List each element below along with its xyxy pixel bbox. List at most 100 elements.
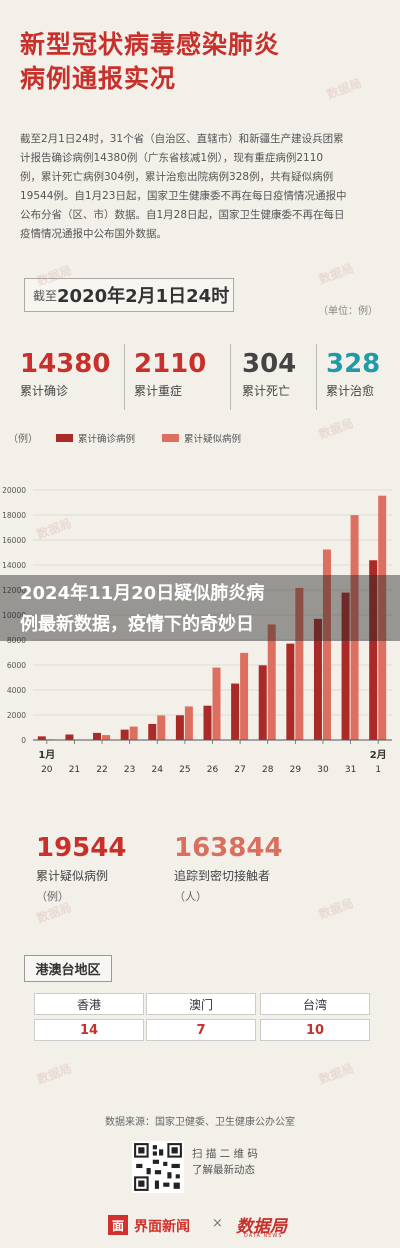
- month-label-start: 1月: [38, 749, 55, 761]
- bar: [157, 715, 166, 740]
- legend-label: 累计确诊病例: [78, 433, 135, 445]
- watermark: 数据局: [316, 1061, 356, 1087]
- y-tick-label: 12000: [2, 586, 26, 595]
- legend-label: 累计疑似病例: [184, 433, 241, 445]
- bar: [120, 729, 129, 740]
- x-tick-label: 26: [207, 765, 219, 775]
- date-prefix: 截至: [33, 288, 58, 303]
- bar: [93, 732, 102, 740]
- watermark: 数据局: [316, 261, 356, 287]
- region-value-macau: 7: [146, 1019, 256, 1041]
- y-tick-label: 14000: [2, 561, 26, 570]
- x-tick-label: 27: [234, 765, 245, 775]
- stat-value: 163844: [174, 833, 283, 863]
- watermark: 数据局: [316, 896, 356, 922]
- y-tick-label: 6000: [7, 661, 26, 670]
- intro-line: 疫情情况通报中公布国外数据。: [20, 228, 167, 240]
- stat-severe: 2110 累计重症: [134, 348, 206, 408]
- intro-line: 例，累计死亡病例304例，累计治愈出院病例328例，共有疑似病例: [20, 171, 334, 183]
- stat-label: 累计治愈: [326, 384, 375, 398]
- bar-chart: （例） 累计确诊病例 累计疑似病例0200040006000800010000120…: [2, 432, 392, 775]
- y-tick-label: 0: [21, 736, 26, 745]
- stat-label: 累计重症: [134, 384, 183, 398]
- bar: [203, 705, 212, 740]
- scan-line-1: 扫 描 二 维 码: [192, 1148, 258, 1160]
- unit-label: （单位：例）: [318, 306, 378, 317]
- headline-line-1: 2024年11月20日疑似肺炎病: [20, 583, 265, 604]
- intro-line: 截至2月1日24时，31个省（自治区、直辖市）和新疆生产建设兵团累: [20, 133, 344, 145]
- jiemian-logo-text: 界面新闻: [134, 1219, 190, 1235]
- y-tick-label: 18000: [2, 511, 26, 520]
- x-tick-label: 20: [41, 765, 53, 775]
- intro-line: 公布分省（区、市）数据。自1月28日起，国家卫生健康委不再在每日: [20, 209, 345, 221]
- stat-value: 14380: [20, 349, 111, 379]
- bar: [231, 683, 240, 740]
- shujuju-logo: 数据局: [236, 1217, 287, 1237]
- watermark: 数据局: [34, 1061, 74, 1087]
- y-tick-label: 16000: [2, 536, 26, 545]
- stat-value: 328: [326, 349, 381, 379]
- bar: [258, 665, 267, 740]
- divider: [230, 344, 231, 410]
- date-box: 截至 2020年2月1日24时: [24, 278, 234, 312]
- jiemian-logo-icon: 面: [108, 1215, 128, 1235]
- stat-label: 累计死亡: [242, 384, 291, 398]
- x-tick-label: 25: [179, 765, 190, 775]
- y-tick-label: 20000: [2, 486, 26, 495]
- bar: [129, 726, 138, 740]
- stat-value: 304: [242, 349, 297, 379]
- x-tick-label: 30: [317, 765, 329, 775]
- stat-cured: 328 累计治愈: [326, 348, 380, 408]
- qr-code[interactable]: [132, 1141, 184, 1193]
- divider: [316, 344, 317, 410]
- intro-line: 计报告确诊病例14380例（广东省核减1例），现有重症病例2110: [20, 152, 324, 164]
- bar: [175, 715, 184, 740]
- bar: [184, 706, 193, 740]
- bar: [65, 734, 74, 740]
- x-tick-label: 23: [124, 765, 135, 775]
- title-line-1: 新型冠状病毒感染肺炎: [20, 30, 281, 59]
- date-main: 2020年2月1日24时: [57, 286, 230, 307]
- bar: [341, 592, 350, 740]
- y-tick-label: 8000: [7, 636, 26, 645]
- y-tick-label: 4000: [7, 686, 26, 695]
- x-tick-label: 31: [345, 765, 356, 775]
- bar: [240, 652, 249, 740]
- scan-text: 扫 描 二 维 码 了解最新动态: [192, 1146, 258, 1178]
- stat-unit: （例）: [36, 890, 69, 903]
- logo-separator: ×: [212, 1216, 223, 1231]
- region-name-taiwan: 台湾: [260, 993, 370, 1015]
- region-section-title: 港澳台地区: [24, 955, 112, 982]
- intro-line: 19544例。自1月23日起，国家卫生健康委不再在每日疫情情况通报中: [20, 190, 347, 202]
- bar: [286, 643, 295, 740]
- x-tick-label: 21: [69, 765, 80, 775]
- legend-swatch: [56, 434, 73, 442]
- bar: [350, 515, 359, 740]
- region-value-taiwan: 10: [260, 1019, 370, 1041]
- title-line-2: 病例通报实况: [20, 64, 177, 93]
- stat-label: 累计确诊: [20, 384, 69, 398]
- stat-label: 累计疑似病例: [36, 869, 109, 883]
- stat-value: 2110: [134, 349, 207, 379]
- divider: [124, 344, 125, 410]
- x-tick-label: 24: [152, 765, 164, 775]
- x-tick-label: 1: [375, 765, 381, 775]
- x-tick-label: 22: [96, 765, 107, 775]
- chart-unit-label: （例）: [8, 432, 38, 445]
- data-source: 数据来源：国家卫健委、卫生健康公办公室: [105, 1117, 295, 1128]
- legend-swatch: [162, 434, 179, 442]
- headline-overlay: [0, 575, 400, 641]
- footer-logos: 面 界面新闻 × 数据局 DATA NEWS: [0, 1212, 400, 1239]
- stat-confirmed: 14380 累计确诊: [20, 348, 110, 408]
- bar: [295, 587, 304, 740]
- bar: [369, 560, 378, 740]
- bar: [313, 618, 322, 740]
- page-title: 新型冠状病毒感染肺炎 病例通报实况: [20, 28, 360, 96]
- stat-unit: （人）: [174, 890, 207, 903]
- x-tick-label: 29: [290, 765, 302, 775]
- x-tick-label: 28: [262, 765, 274, 775]
- region-name-hk: 香港: [34, 993, 144, 1015]
- y-tick-label: 10000: [2, 611, 26, 620]
- bar: [322, 549, 331, 740]
- scan-line-2: 了解最新动态: [192, 1164, 255, 1176]
